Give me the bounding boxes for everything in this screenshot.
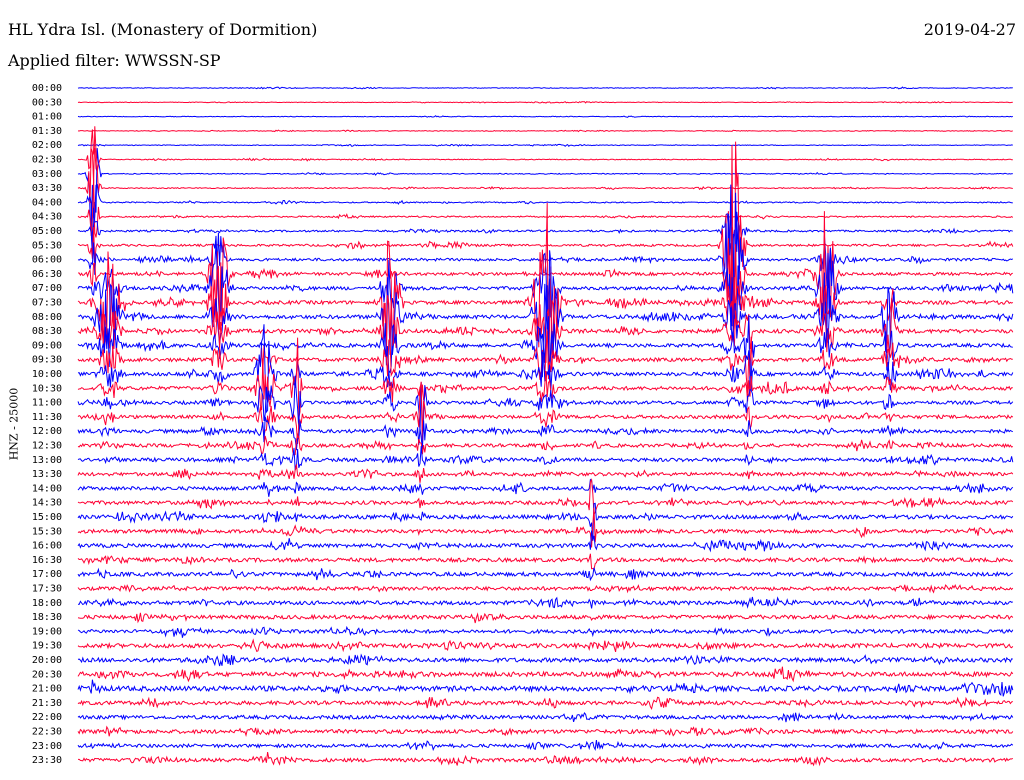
trace-2030	[77, 666, 1014, 683]
trace-0400	[77, 183, 1013, 247]
time-label-1800: 18:00	[32, 598, 62, 609]
station-title: HL Ydra Isl. (Monastery of Dormition)	[8, 20, 318, 39]
time-label-0830: 08:30	[32, 326, 62, 337]
time-label-2100: 21:00	[32, 684, 62, 695]
time-label-1030: 10:30	[32, 383, 62, 394]
trace-2130	[77, 696, 1013, 711]
time-label-0800: 08:00	[32, 312, 62, 323]
time-label-0000: 00:00	[32, 83, 62, 94]
time-label-1230: 12:30	[32, 441, 62, 452]
trace-0030	[77, 100, 1013, 104]
trace-2200	[77, 711, 1014, 723]
trace-0100	[77, 115, 1013, 118]
time-label-2000: 20:00	[32, 655, 62, 666]
trace-1330	[77, 464, 1014, 483]
time-label-2130: 21:30	[32, 698, 62, 709]
filter-label: Applied filter: WWSSN-SP	[8, 51, 221, 70]
time-label-1530: 15:30	[32, 526, 62, 537]
trace-1030	[77, 337, 1013, 418]
trace-0130	[77, 129, 1013, 133]
time-label-1000: 10:00	[32, 369, 62, 380]
trace-0630	[78, 211, 1013, 334]
trace-1300	[77, 445, 1014, 472]
time-label-0130: 01:30	[32, 126, 62, 137]
time-label-1830: 18:30	[32, 612, 62, 623]
time-label-1500: 15:00	[32, 512, 62, 523]
time-label-0530: 05:30	[32, 240, 62, 251]
time-label-0930: 09:30	[32, 355, 62, 366]
time-label-0030: 00:30	[32, 97, 62, 108]
trace-1530	[77, 507, 1014, 548]
trace-1800	[77, 596, 1013, 609]
time-label-0200: 02:00	[32, 140, 62, 151]
time-label-0600: 06:00	[32, 255, 62, 266]
time-label-1200: 12:00	[32, 426, 62, 437]
trace-1200	[77, 416, 1013, 451]
time-label-group: 00:00 00:30 01:00 01:30 02:00 02:30 03:00 03:30…	[32, 83, 62, 766]
trace-1400	[77, 478, 1014, 497]
time-label-0500: 05:00	[32, 226, 62, 237]
trace-0530	[77, 141, 1014, 322]
time-label-0900: 09:00	[32, 340, 62, 351]
time-label-1130: 11:30	[32, 412, 62, 423]
time-label-2200: 22:00	[32, 712, 62, 723]
time-label-0730: 07:30	[32, 298, 62, 309]
date-label: 2019-04-27	[923, 20, 1016, 39]
time-label-0330: 03:30	[32, 183, 62, 194]
trace-0500	[77, 208, 1013, 264]
trace-group	[77, 86, 1014, 767]
time-label-1600: 16:00	[32, 541, 62, 552]
trace-1700	[77, 567, 1013, 582]
trace-0230	[77, 129, 1013, 174]
trace-0430	[77, 178, 1014, 238]
time-label-2230: 22:30	[32, 727, 62, 738]
trace-0200	[77, 143, 1013, 148]
trace-0800	[77, 250, 1014, 378]
trace-2330	[78, 752, 1014, 767]
time-label-1330: 13:30	[32, 469, 62, 480]
trace-1730	[77, 583, 1014, 594]
trace-1830	[77, 612, 1014, 624]
time-label-1400: 14:00	[32, 483, 62, 494]
time-label-0100: 01:00	[32, 112, 62, 123]
time-label-0300: 03:00	[32, 169, 62, 180]
time-label-2330: 23:30	[32, 755, 62, 766]
time-label-0700: 07:00	[32, 283, 62, 294]
time-label-1930: 19:30	[32, 641, 62, 652]
trace-2100	[77, 679, 1014, 697]
trace-2230	[77, 725, 1014, 737]
time-label-2300: 23:00	[32, 741, 62, 752]
trace-2000	[77, 653, 1013, 667]
time-label-1730: 17:30	[32, 584, 62, 595]
time-label-2030: 20:30	[32, 669, 62, 680]
trace-0930	[77, 331, 1013, 393]
trace-1600	[77, 530, 1014, 553]
trace-1900	[77, 625, 1014, 638]
trace-0330	[77, 126, 1013, 204]
time-label-0430: 04:30	[32, 212, 62, 223]
trace-1500	[77, 502, 1014, 541]
trace-1130	[77, 381, 1014, 445]
trace-1100	[77, 375, 1014, 445]
trace-0900	[77, 306, 1013, 392]
time-label-1100: 11:00	[32, 398, 62, 409]
trace-2300	[77, 740, 1014, 752]
time-label-1430: 14:30	[32, 498, 62, 509]
trace-1930	[77, 638, 1014, 653]
trace-0730	[77, 202, 1014, 380]
trace-0300	[77, 148, 1013, 230]
time-label-0230: 02:30	[32, 155, 62, 166]
trace-0000	[77, 86, 1013, 90]
time-label-1900: 19:00	[32, 626, 62, 637]
trace-1230	[77, 432, 1013, 456]
trace-1430	[77, 478, 1014, 516]
time-label-1630: 16:30	[32, 555, 62, 566]
time-label-0630: 06:30	[32, 269, 62, 280]
time-label-0400: 04:00	[32, 197, 62, 208]
time-label-1300: 13:00	[32, 455, 62, 466]
trace-1630	[77, 553, 1014, 571]
time-label-1700: 17:00	[32, 569, 62, 580]
